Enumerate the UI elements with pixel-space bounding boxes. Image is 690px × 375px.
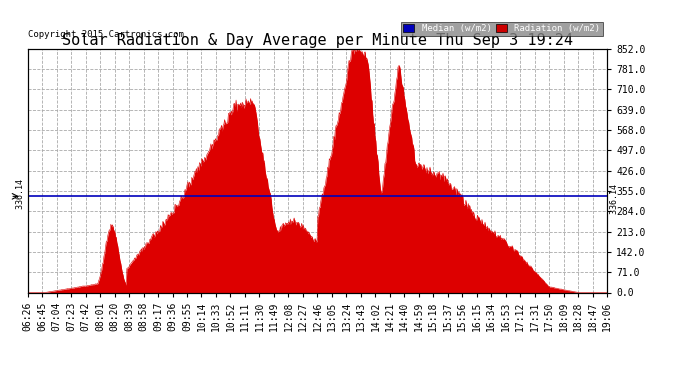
Legend: Median (w/m2), Radiation (w/m2): Median (w/m2), Radiation (w/m2) (401, 22, 602, 36)
Text: 336.14: 336.14 (610, 179, 619, 214)
Text: 336.14: 336.14 (16, 179, 25, 214)
Title: Solar Radiation & Day Average per Minute Thu Sep 3 19:24: Solar Radiation & Day Average per Minute… (62, 33, 573, 48)
Text: Copyright 2015 Cartronics.com: Copyright 2015 Cartronics.com (28, 30, 184, 39)
